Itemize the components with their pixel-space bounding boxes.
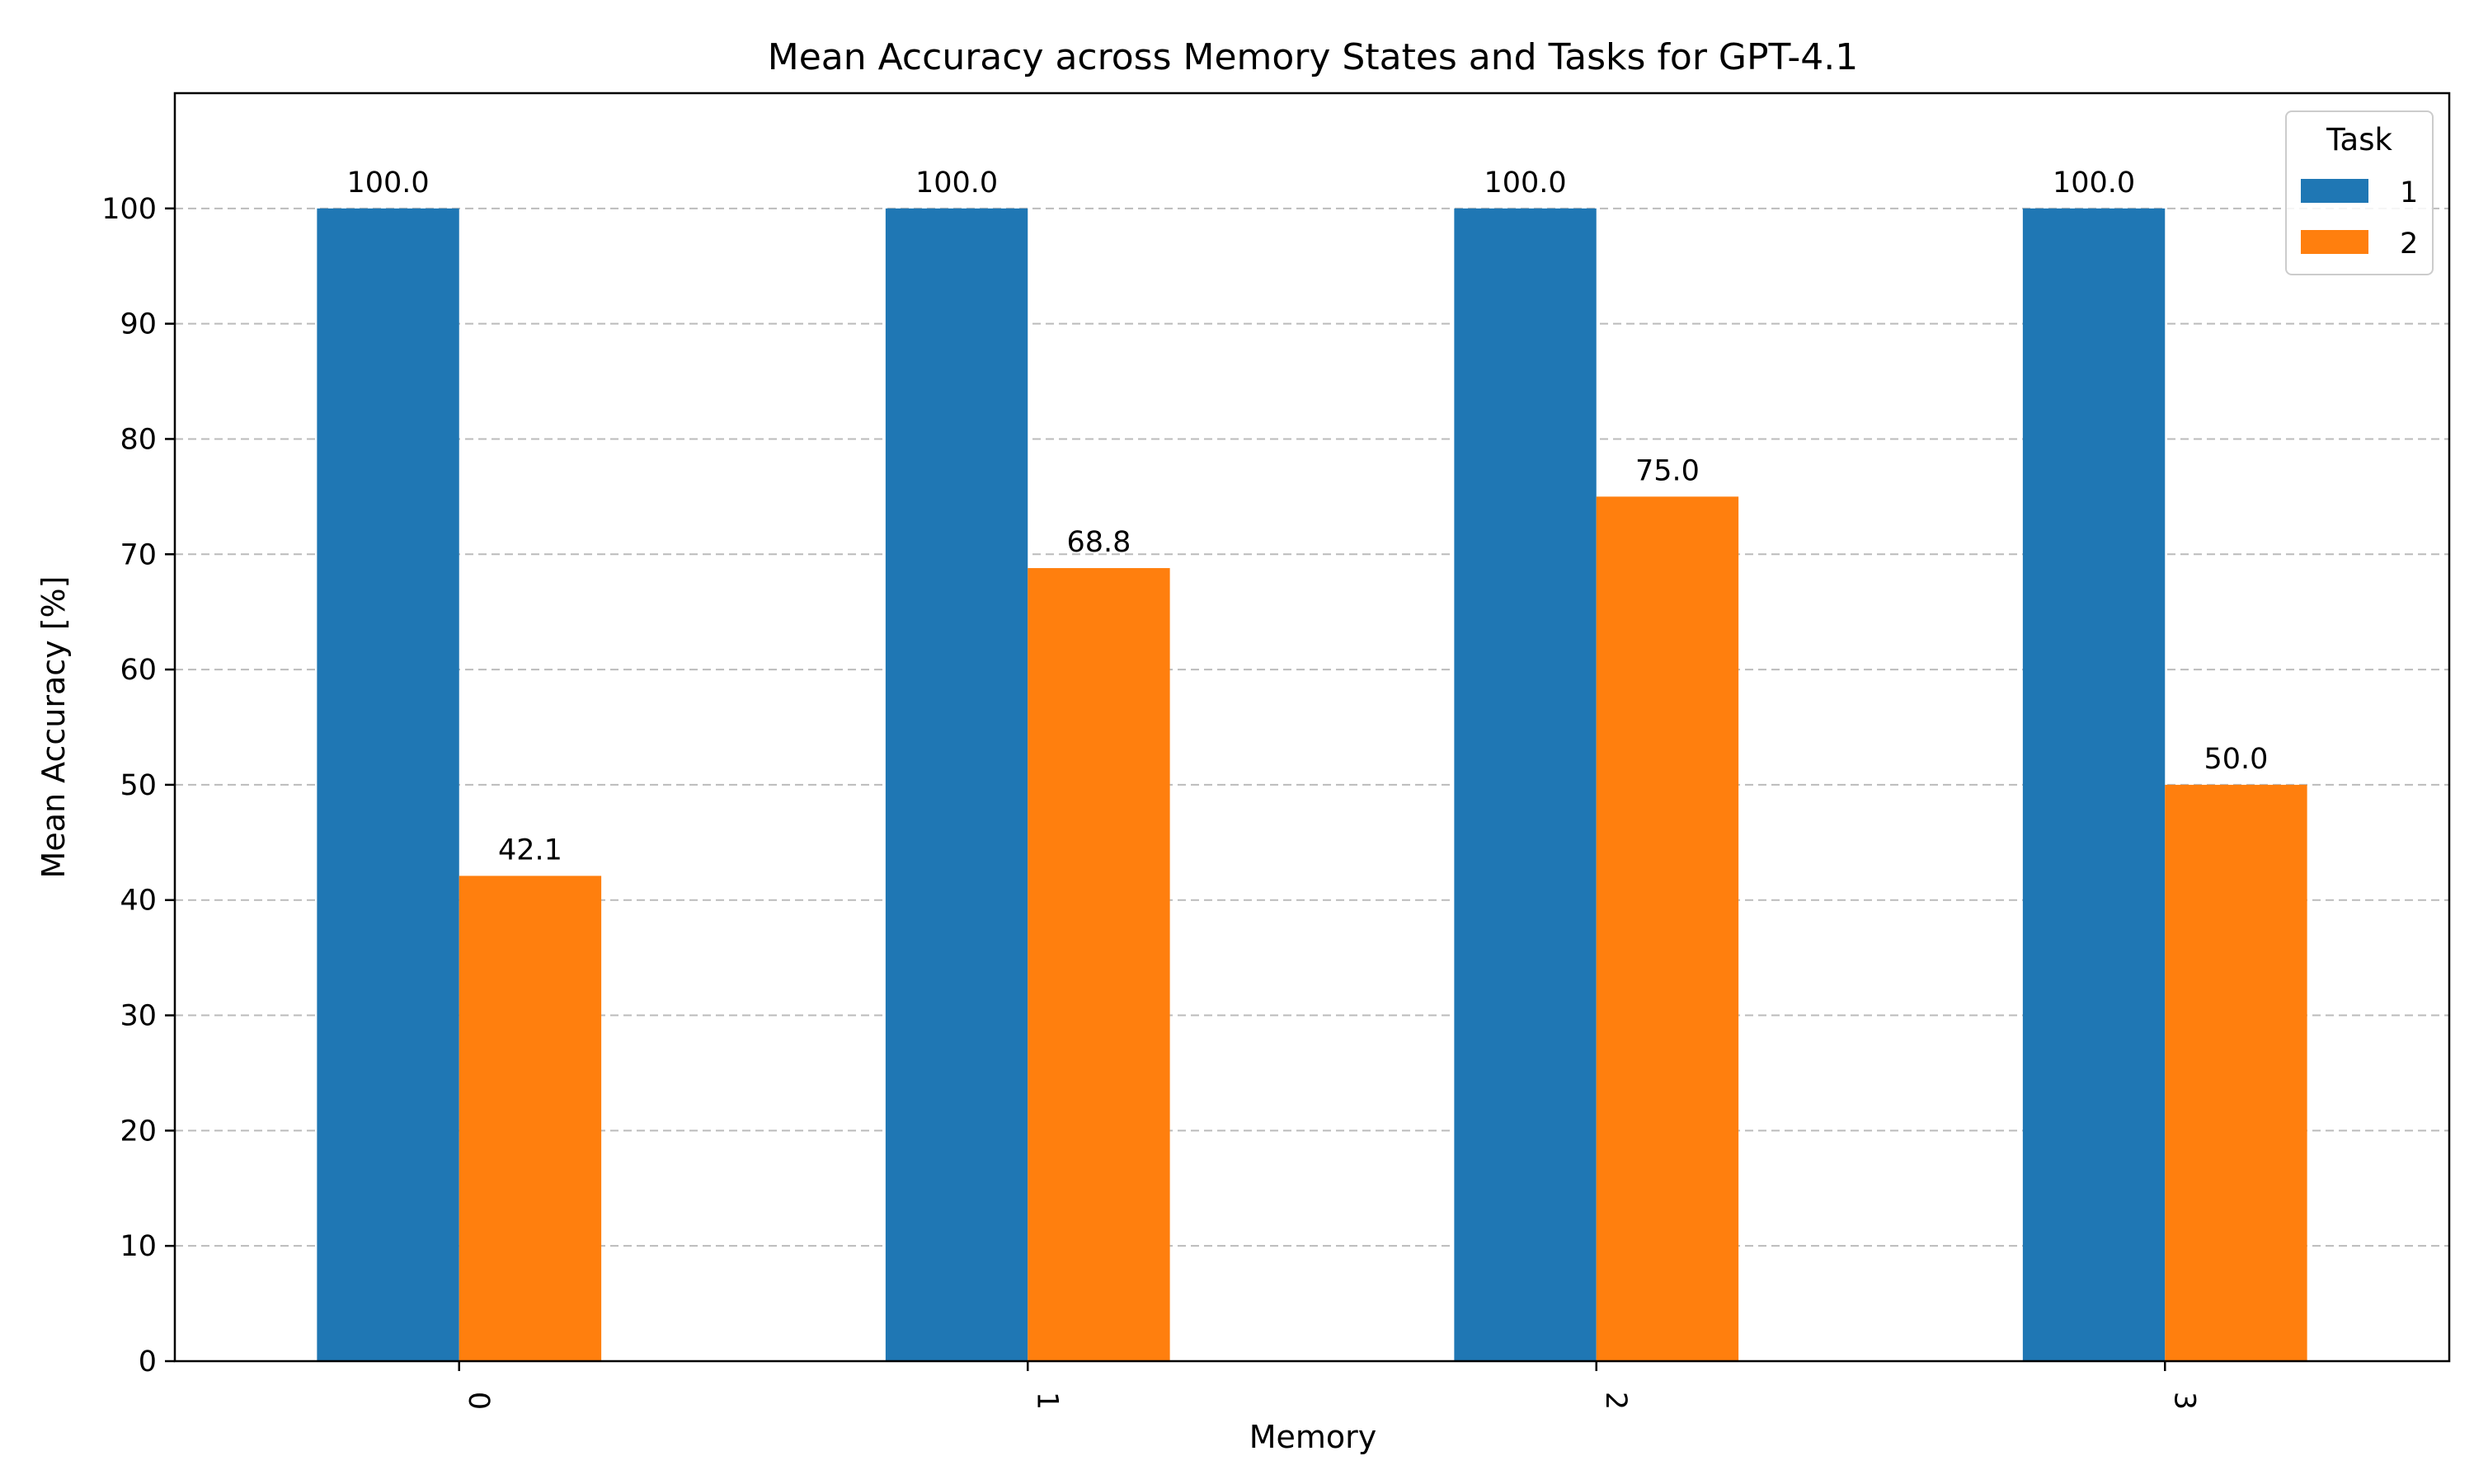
y-tick-label-70: 70 — [120, 538, 157, 571]
y-tick-label-100: 100 — [101, 193, 157, 226]
bar-memory-1-task-1 — [885, 208, 1028, 1362]
bar-memory-0-task-1 — [317, 208, 459, 1362]
legend-swatch-task-1 — [2301, 179, 2368, 203]
legend-label-task-1: 1 — [2400, 176, 2418, 209]
y-tick-label-90: 90 — [120, 308, 157, 341]
data-label-memory-3-task-2: 50.0 — [2204, 743, 2268, 776]
legend-label-task-2: 2 — [2400, 228, 2418, 261]
data-label-memory-2-task-2: 75.0 — [1635, 454, 1700, 487]
x-tick-label-0: 0 — [462, 1392, 495, 1410]
x-tick-label-1: 1 — [1030, 1392, 1063, 1410]
y-tick-label-60: 60 — [120, 654, 157, 687]
plot-frame — [173, 92, 2451, 1363]
y-tick-label-20: 20 — [120, 1115, 157, 1148]
bar-memory-0-task-2 — [459, 876, 602, 1361]
y-tick-label-0: 0 — [139, 1345, 157, 1378]
y-tick-label-80: 80 — [120, 423, 157, 456]
data-label-memory-2-task-1: 100.0 — [1484, 167, 1566, 200]
y-tick-label-50: 50 — [120, 769, 157, 802]
gridlines — [175, 207, 2449, 1247]
y-tick-label-30: 30 — [120, 1000, 157, 1033]
legend: Task 1 2 — [2285, 110, 2434, 275]
bars — [317, 208, 2307, 1362]
data-label-memory-3-task-1: 100.0 — [2053, 167, 2135, 200]
legend-title: Task — [2326, 122, 2392, 157]
legend-swatch-task-2 — [2301, 230, 2368, 254]
bar-memory-1-task-2 — [1028, 568, 1170, 1361]
y-tick-label-40: 40 — [120, 885, 157, 918]
bar-memory-2-task-1 — [1454, 208, 1597, 1362]
bar-memory-2-task-2 — [1596, 496, 1739, 1361]
chart-title: Mean Accuracy across Memory States and T… — [768, 36, 1859, 78]
x-tick-label-3: 3 — [2167, 1392, 2200, 1410]
data-label-memory-1-task-2: 68.8 — [1066, 526, 1131, 559]
y-axis-label: Mean Accuracy [%] — [35, 576, 72, 879]
x-tick-label-2: 2 — [1599, 1392, 1632, 1410]
data-label-memory-0-task-2: 42.1 — [498, 834, 562, 866]
bar-memory-3-task-2 — [2165, 784, 2307, 1361]
data-label-memory-1-task-1: 100.0 — [915, 167, 998, 200]
y-tick-label-10: 10 — [120, 1230, 157, 1263]
data-labels: 100.0 42.1 100.0 68.8 100.0 75.0 100.0 50.0 — [346, 167, 2268, 867]
x-axis-label: Memory — [1249, 1419, 1377, 1455]
y-axis: 0 10 20 30 40 50 60 70 80 90 100 — [101, 193, 175, 1378]
bar-memory-3-task-1 — [2022, 208, 2166, 1362]
data-label-memory-0-task-1: 100.0 — [346, 167, 429, 200]
x-axis: 0 1 2 3 — [458, 1361, 2200, 1410]
